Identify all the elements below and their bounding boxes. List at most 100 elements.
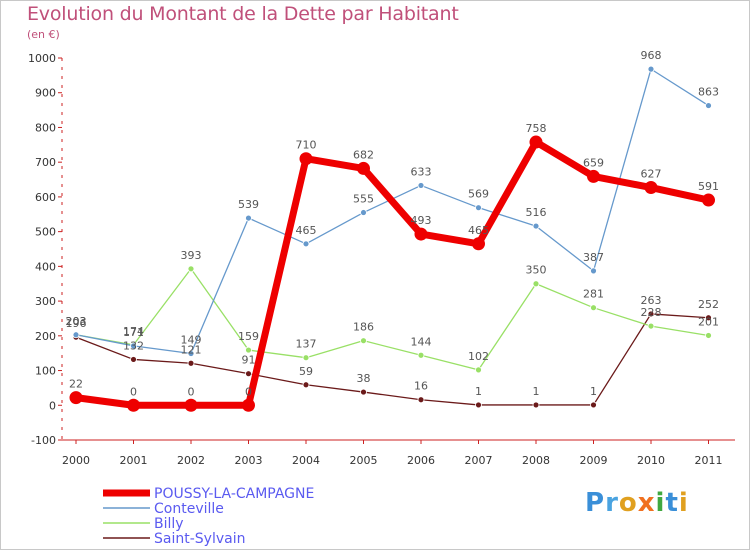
data-label: 159 — [238, 330, 259, 343]
data-point — [187, 265, 195, 273]
data-label: 493 — [411, 214, 432, 227]
data-label: 633 — [411, 165, 432, 178]
data-label: 102 — [468, 350, 489, 363]
data-point — [532, 280, 540, 288]
proxiti-logo: Proxiti — [585, 488, 689, 518]
data-label: 171 — [123, 326, 144, 339]
data-point — [647, 322, 655, 330]
data-label: 121 — [181, 343, 202, 356]
data-label: 555 — [353, 193, 374, 206]
data-label: 465 — [468, 224, 489, 237]
legend-label: Billy — [154, 516, 184, 532]
data-label: 228 — [641, 306, 662, 319]
data-point — [360, 388, 367, 396]
x-tick-label: 2000 — [62, 454, 90, 467]
logo-letter: o — [618, 488, 638, 518]
data-label: 1 — [475, 385, 482, 398]
data-point — [130, 356, 137, 363]
data-label: 465 — [296, 224, 317, 237]
data-label: 186 — [353, 321, 374, 334]
data-label: 710 — [296, 139, 317, 152]
data-point — [705, 332, 712, 339]
data-point — [702, 193, 715, 207]
data-point — [69, 391, 83, 405]
data-point — [647, 310, 655, 318]
data-label: 539 — [238, 198, 259, 211]
chart-subtitle: (en €) — [27, 28, 60, 41]
data-point — [360, 209, 367, 216]
data-label: 281 — [583, 288, 604, 301]
logo-letter: x — [637, 488, 656, 518]
data-point — [587, 169, 600, 183]
data-point — [590, 267, 597, 275]
data-label: 393 — [181, 249, 202, 262]
data-point — [475, 401, 482, 409]
data-point — [299, 152, 313, 166]
data-point — [245, 346, 252, 354]
data-label: 569 — [468, 188, 489, 201]
data-point — [242, 398, 255, 412]
y-tick-label: 500 — [35, 226, 56, 239]
data-label: 252 — [698, 298, 719, 311]
data-point — [705, 102, 712, 109]
data-point — [127, 398, 140, 412]
logo-letter: r — [605, 488, 619, 518]
x-tick-label: 2004 — [292, 454, 320, 467]
y-tick-label: 1000 — [28, 52, 56, 65]
y-tick-label: 900 — [35, 87, 56, 100]
data-label: 682 — [353, 148, 374, 161]
logo-letter: i — [655, 488, 666, 518]
data-point — [590, 401, 597, 409]
logo-letter: t — [665, 488, 679, 518]
legend-label: Saint-Sylvain — [154, 531, 245, 547]
data-label: 627 — [641, 168, 662, 181]
data-label: 516 — [526, 206, 547, 219]
data-point — [187, 359, 195, 367]
data-label: 137 — [296, 338, 317, 351]
y-tick-label: 300 — [35, 295, 56, 308]
data-point — [417, 182, 425, 189]
x-tick-label: 2009 — [580, 454, 608, 467]
x-tick-label: 2008 — [522, 454, 550, 467]
data-point — [302, 354, 310, 362]
legend-label: POUSSY-LA-CAMPAGNE — [154, 486, 314, 502]
series-line — [75, 268, 710, 371]
legend: POUSSY-LA-CAMPAGNEContevilleBillySaint-S… — [103, 486, 314, 547]
data-label: 201 — [698, 315, 719, 328]
series-layer — [69, 65, 715, 412]
data-point — [644, 181, 658, 195]
x-tick-label: 2006 — [407, 454, 435, 467]
data-label: 0 — [188, 385, 195, 398]
data-label: 144 — [411, 335, 432, 348]
data-label: 203 — [66, 315, 87, 328]
chart-title: Evolution du Montant de la Dette par Hab… — [27, 3, 459, 25]
data-label: 0 — [245, 385, 252, 398]
data-point — [245, 214, 252, 222]
x-tick-label: 2005 — [350, 454, 378, 467]
data-point — [360, 337, 367, 345]
x-tick-label: 2002 — [177, 454, 205, 467]
y-tick-label: 0 — [49, 399, 56, 412]
data-point — [532, 222, 540, 230]
data-point — [532, 401, 540, 409]
y-tick-label: 200 — [35, 330, 56, 343]
data-label: 132 — [123, 339, 144, 352]
data-point — [529, 135, 543, 149]
series-line — [75, 68, 710, 355]
data-label: 591 — [698, 180, 719, 193]
data-label: 91 — [242, 354, 256, 367]
data-label: 387 — [583, 251, 604, 264]
y-tick-label: 400 — [35, 260, 56, 273]
data-label: 38 — [357, 372, 371, 385]
data-labels: 196 132 121 91 59 38 16 1 1 1 263 252 203 174 393 159 13… — [66, 49, 720, 398]
data-point — [705, 314, 712, 322]
y-tick-label: -100 — [31, 434, 56, 447]
data-point — [417, 351, 425, 359]
data-label: 203 — [66, 315, 87, 328]
data-label: 149 — [181, 334, 202, 347]
axes: -100010020030040050060070080090010002000… — [28, 52, 735, 467]
data-label: 196 — [66, 317, 87, 330]
data-point — [72, 331, 80, 339]
